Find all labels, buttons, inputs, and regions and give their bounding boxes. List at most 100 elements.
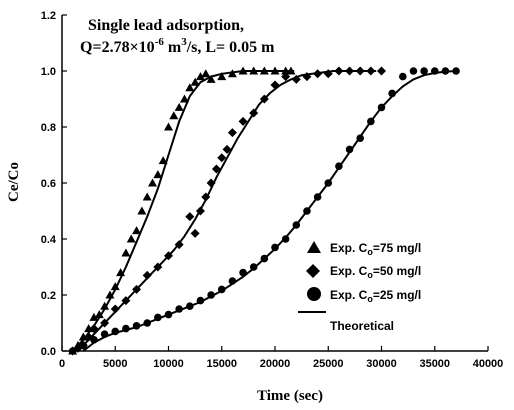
data-point-circle [186, 302, 194, 311]
data-point-triangle [249, 66, 259, 75]
data-point-circle [356, 134, 365, 142]
data-point-triangle [126, 234, 136, 243]
data-point-triangle [190, 77, 200, 86]
legend-label-theoretical: Theoretical [330, 319, 394, 333]
data-point-circle [111, 327, 120, 336]
data-point-diamond [211, 164, 221, 174]
theoretical-curve-0 [71, 70, 295, 352]
x-tick-label: 35000 [419, 358, 450, 370]
data-point-diamond [142, 270, 152, 280]
data-point-circle [239, 268, 247, 277]
data-point-circle [79, 341, 88, 350]
x-tick-label: 10000 [153, 358, 184, 370]
data-point-circle [303, 207, 311, 215]
data-point-diamond [238, 116, 248, 126]
legend-triangle-marker [307, 241, 321, 253]
data-point-diamond [355, 66, 365, 76]
data-point-triangle [201, 69, 211, 78]
data-point-circle [452, 67, 460, 75]
y-tick-label: 0.6 [41, 178, 56, 190]
data-point-triangle [137, 206, 147, 215]
data-point-circle [281, 235, 290, 243]
data-point-diamond [345, 66, 355, 76]
data-point-diamond [323, 69, 333, 79]
y-tick-label: 0.2 [41, 290, 56, 302]
y-tick-label: 0.0 [41, 346, 56, 358]
data-point-diamond [302, 72, 312, 82]
data-point-triangle [195, 72, 205, 81]
x-tick-label: 30000 [366, 358, 397, 370]
y-tick-label: 0.4 [41, 234, 57, 246]
data-point-diamond [377, 66, 386, 76]
data-point-diamond [89, 324, 99, 334]
data-point-triangle [238, 66, 248, 75]
data-point-diamond [366, 66, 376, 76]
data-point-triangle [153, 170, 163, 179]
data-point-circle [271, 243, 279, 252]
data-point-diamond [259, 94, 269, 104]
data-point-circle [196, 296, 205, 305]
data-point-circle [122, 324, 130, 333]
data-point-circle [207, 291, 215, 299]
data-point-triangle [169, 111, 179, 120]
data-point-diamond [110, 304, 120, 314]
data-point-triangle [227, 69, 237, 78]
data-point-circle [409, 67, 418, 75]
data-point-triangle [116, 268, 126, 277]
data-point-diamond [185, 212, 195, 222]
data-point-circle [260, 254, 269, 263]
data-point-diamond [281, 72, 291, 82]
data-point-circle [143, 319, 151, 327]
data-point-triangle [185, 83, 195, 92]
data-points [68, 66, 460, 356]
data-point-diamond [121, 296, 131, 306]
data-point-circle [335, 162, 343, 170]
data-point-circle [345, 145, 354, 154]
data-point-diamond [190, 228, 200, 238]
data-point-circle [249, 263, 258, 271]
data-point-triangle [132, 226, 142, 235]
data-point-triangle [158, 156, 168, 165]
legend-diamond-marker [306, 264, 320, 278]
data-point-triangle [142, 192, 152, 201]
data-point-circle [68, 347, 77, 355]
data-point-triangle [206, 74, 216, 83]
x-tick-label: 0 [59, 358, 65, 370]
theoretical-curve-1 [77, 70, 377, 352]
data-point-diamond [270, 80, 280, 90]
x-tick-label: 5000 [103, 358, 127, 370]
x-axis-label: Time (sec) [257, 388, 323, 404]
legend-label-75: Exp. Co=75 mg/l [330, 241, 421, 257]
data-point-circle [90, 336, 98, 344]
data-point-triangle [148, 178, 158, 187]
y-axis-label: Ce/Co [6, 162, 22, 202]
data-point-diamond [291, 74, 301, 84]
y-tick-label: 1.0 [41, 66, 56, 78]
x-tick-label: 15000 [206, 358, 237, 370]
data-point-triangle [110, 282, 120, 291]
data-point-triangle [179, 94, 189, 103]
data-point-circle [175, 305, 183, 313]
data-point-circle [420, 67, 428, 75]
data-point-circle [324, 179, 333, 187]
data-point-triangle [84, 324, 94, 333]
y-tick-label: 1.2 [41, 10, 56, 22]
legend: Exp. Co=75 mg/l Exp. Co=50 mg/l Exp. Co=… [298, 241, 421, 333]
data-point-diamond [153, 262, 163, 272]
y-tick-label: 0.8 [41, 122, 56, 134]
data-point-triangle [164, 122, 173, 131]
data-point-triangle [121, 248, 131, 257]
data-point-circle [217, 285, 226, 294]
data-point-diamond [222, 144, 232, 154]
data-point-diamond [174, 240, 184, 250]
data-point-triangle [259, 66, 269, 75]
data-point-diamond [227, 128, 237, 138]
chart-title-line1: Single lead adsorption, [88, 17, 244, 34]
data-point-triangle [270, 66, 280, 75]
legend-label-25: Exp. Co=25 mg/l [330, 288, 421, 304]
data-point-diamond [217, 153, 227, 163]
data-point-circle [132, 322, 141, 330]
data-point-triangle [286, 66, 296, 75]
data-point-triangle [94, 310, 104, 319]
